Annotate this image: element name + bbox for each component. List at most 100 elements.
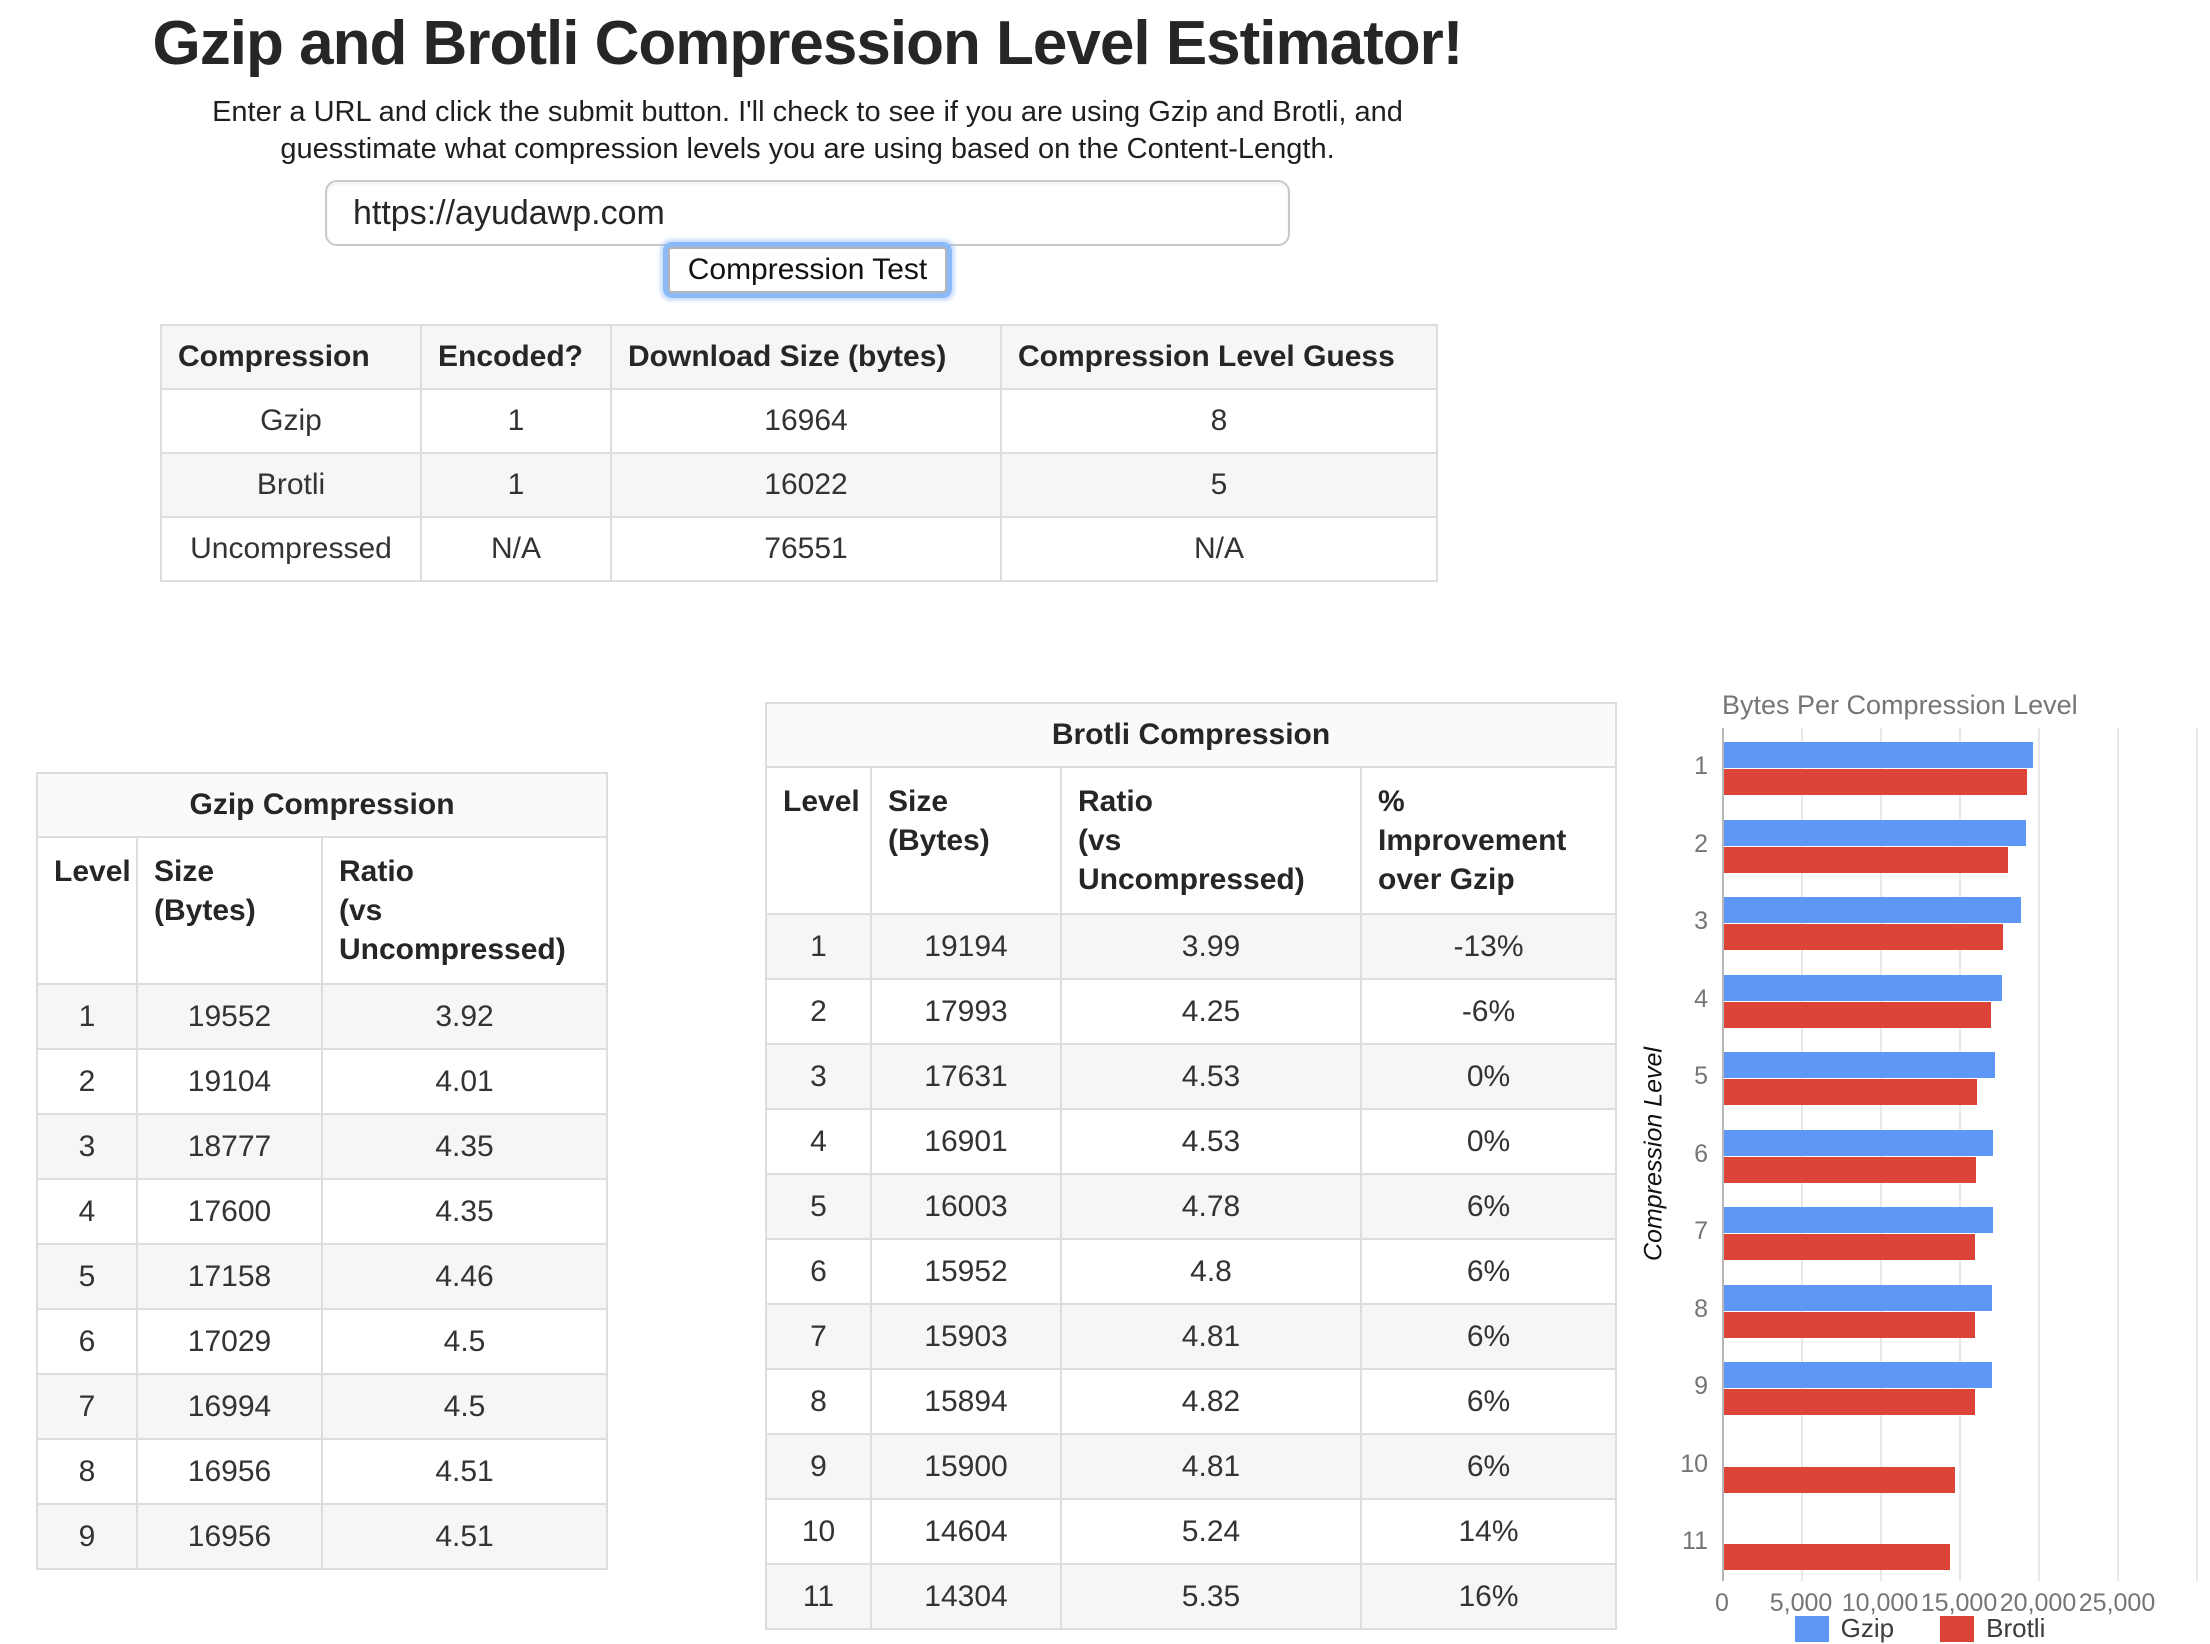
table-cell: 8: [1000, 388, 1438, 454]
table-cell: 0%: [1360, 1108, 1617, 1175]
table-cell: 5.24: [1060, 1498, 1362, 1565]
table-cell: 4: [765, 1108, 872, 1175]
top-section: Gzip and Brotli Compression Level Estima…: [0, 0, 1615, 293]
table-cell: 9: [36, 1503, 138, 1570]
gzip-header-row: Level Size (Bytes) Ratio (vs Uncompresse…: [36, 836, 609, 985]
table-cell: 17600: [136, 1178, 323, 1245]
table-row: 2 17993 4.25 -6%: [765, 978, 1617, 1045]
legend-item-gzip: Gzip: [1794, 1613, 1894, 1644]
table-row: 4 17600 4.35: [36, 1178, 609, 1245]
col-header-level: Level: [765, 766, 872, 915]
table-row: Uncompressed N/A 76551 N/A: [160, 516, 1438, 582]
gzip-bar: [1724, 1362, 1992, 1389]
table-cell: 16022: [610, 452, 1002, 518]
page-subtitle: Enter a URL and click the submit button.…: [212, 96, 1403, 165]
brotli-bar: [1724, 924, 2003, 951]
x-tick-label: 5,000: [1769, 1589, 1833, 1617]
table-cell: 5: [1000, 452, 1438, 518]
table-cell: 8: [765, 1368, 872, 1435]
table-cell: 6%: [1360, 1368, 1617, 1435]
table-cell: 6%: [1360, 1173, 1617, 1240]
table-cell: N/A: [1000, 516, 1438, 582]
gzip-bar: [1724, 1207, 1993, 1234]
table-cell: 15903: [870, 1303, 1062, 1370]
gzip-bar: [1724, 742, 2033, 768]
gzip-bar: [1724, 1284, 1992, 1311]
table-cell: 3: [765, 1043, 872, 1110]
table-cell: 14604: [870, 1498, 1062, 1565]
table-cell: Brotli: [160, 452, 422, 518]
table-cell: 16964: [610, 388, 1002, 454]
page-title: Gzip and Brotli Compression Level Estima…: [152, 9, 1464, 78]
table-cell: 16956: [136, 1438, 323, 1505]
table-cell: 5: [765, 1173, 872, 1240]
table-row: 7 16994 4.5: [36, 1373, 609, 1440]
y-tick-label: 1: [1694, 752, 1708, 780]
compression-test-button[interactable]: Compression Test: [667, 247, 948, 293]
table-cell: 5: [36, 1243, 138, 1310]
brotli-bar: [1724, 1544, 1950, 1571]
col-header-encoded: Encoded?: [420, 324, 612, 390]
y-tick-label: 4: [1694, 984, 1708, 1013]
gzip-table-title: Gzip Compression: [35, 772, 609, 838]
gzip-bar: [1724, 819, 2026, 846]
col-header-improvement: % Improvement over Gzip: [1360, 766, 1617, 915]
table-cell: 4.35: [320, 1113, 609, 1180]
table-row: 8 16956 4.51: [36, 1438, 609, 1505]
table-cell: Gzip: [160, 388, 422, 454]
table-row: 8 15894 4.82 6%: [765, 1368, 1617, 1435]
table-cell: 10: [765, 1498, 872, 1565]
table-cell: 1: [765, 913, 872, 980]
table-cell: 6: [36, 1308, 138, 1375]
table-cell: 6%: [1360, 1238, 1617, 1305]
table-cell: 4.82: [1060, 1368, 1362, 1435]
table-cell: 7: [765, 1303, 872, 1370]
gzip-table-title-row: Gzip Compression: [35, 772, 609, 838]
table-row: 4 16901 4.53 0%: [765, 1108, 1617, 1175]
col-header-ratio: Ratio (vs Uncompressed): [1060, 766, 1362, 915]
brotli-legend-swatch: [1940, 1615, 1975, 1642]
y-tick-label: 9: [1694, 1372, 1708, 1401]
table-cell: 14%: [1360, 1498, 1617, 1565]
brotli-bar: [1724, 1389, 1976, 1416]
table-cell: 1: [420, 388, 612, 454]
table-cell: 3.92: [320, 983, 609, 1050]
brotli-header-row: Level Size (Bytes) Ratio (vs Uncompresse…: [765, 766, 1617, 915]
table-cell: 4.78: [1060, 1173, 1362, 1240]
y-axis-line: [1722, 728, 1724, 1581]
table-cell: 17158: [136, 1243, 323, 1310]
legend-item-brotli: Brotli: [1940, 1613, 2045, 1644]
table-cell: 16901: [870, 1108, 1062, 1175]
brotli-bar: [1724, 846, 2009, 873]
col-header-download-size: Download Size (bytes): [610, 324, 1002, 390]
table-cell: 15952: [870, 1238, 1062, 1305]
table-cell: 4.51: [320, 1438, 609, 1505]
table-cell: 17631: [870, 1043, 1062, 1110]
table-cell: 6%: [1360, 1433, 1617, 1500]
gzip-bar: [1724, 1052, 1996, 1079]
table-cell: 16%: [1360, 1563, 1617, 1630]
gzip-legend-swatch: [1794, 1615, 1829, 1642]
x-tick-label: 25,000: [2078, 1589, 2156, 1617]
y-tick-label: 6: [1694, 1139, 1708, 1168]
y-tick-label: 8: [1694, 1294, 1708, 1323]
table-row: 10 14604 5.24 14%: [765, 1498, 1617, 1565]
table-cell: N/A: [420, 516, 612, 582]
chart-plot-area: 0 5,000 10,000 15,000 20,000 25,000 1 2 3 4 5 6 7 8 9 1…: [1680, 728, 2198, 1617]
table-row: 9 15900 4.81 6%: [765, 1433, 1617, 1500]
table-cell: 4: [36, 1178, 138, 1245]
brotli-table-title-row: Brotli Compression: [765, 702, 1617, 768]
table-cell: 7: [36, 1373, 138, 1440]
table-row: 1 19552 3.92: [36, 983, 609, 1050]
table-row: 6 17029 4.5: [36, 1308, 609, 1375]
table-cell: 4.53: [1060, 1043, 1362, 1110]
brotli-legend-label: Brotli: [1986, 1613, 2046, 1643]
table-cell: 16994: [136, 1373, 323, 1440]
y-tick-label: 5: [1694, 1062, 1708, 1091]
table-cell: 4.5: [320, 1308, 609, 1375]
table-cell: -6%: [1360, 978, 1617, 1045]
table-cell: 4.5: [320, 1373, 609, 1440]
summary-table: Compression Encoded? Download Size (byte…: [160, 324, 1438, 582]
url-input[interactable]: [325, 180, 1290, 246]
brotli-bar: [1724, 769, 2028, 795]
